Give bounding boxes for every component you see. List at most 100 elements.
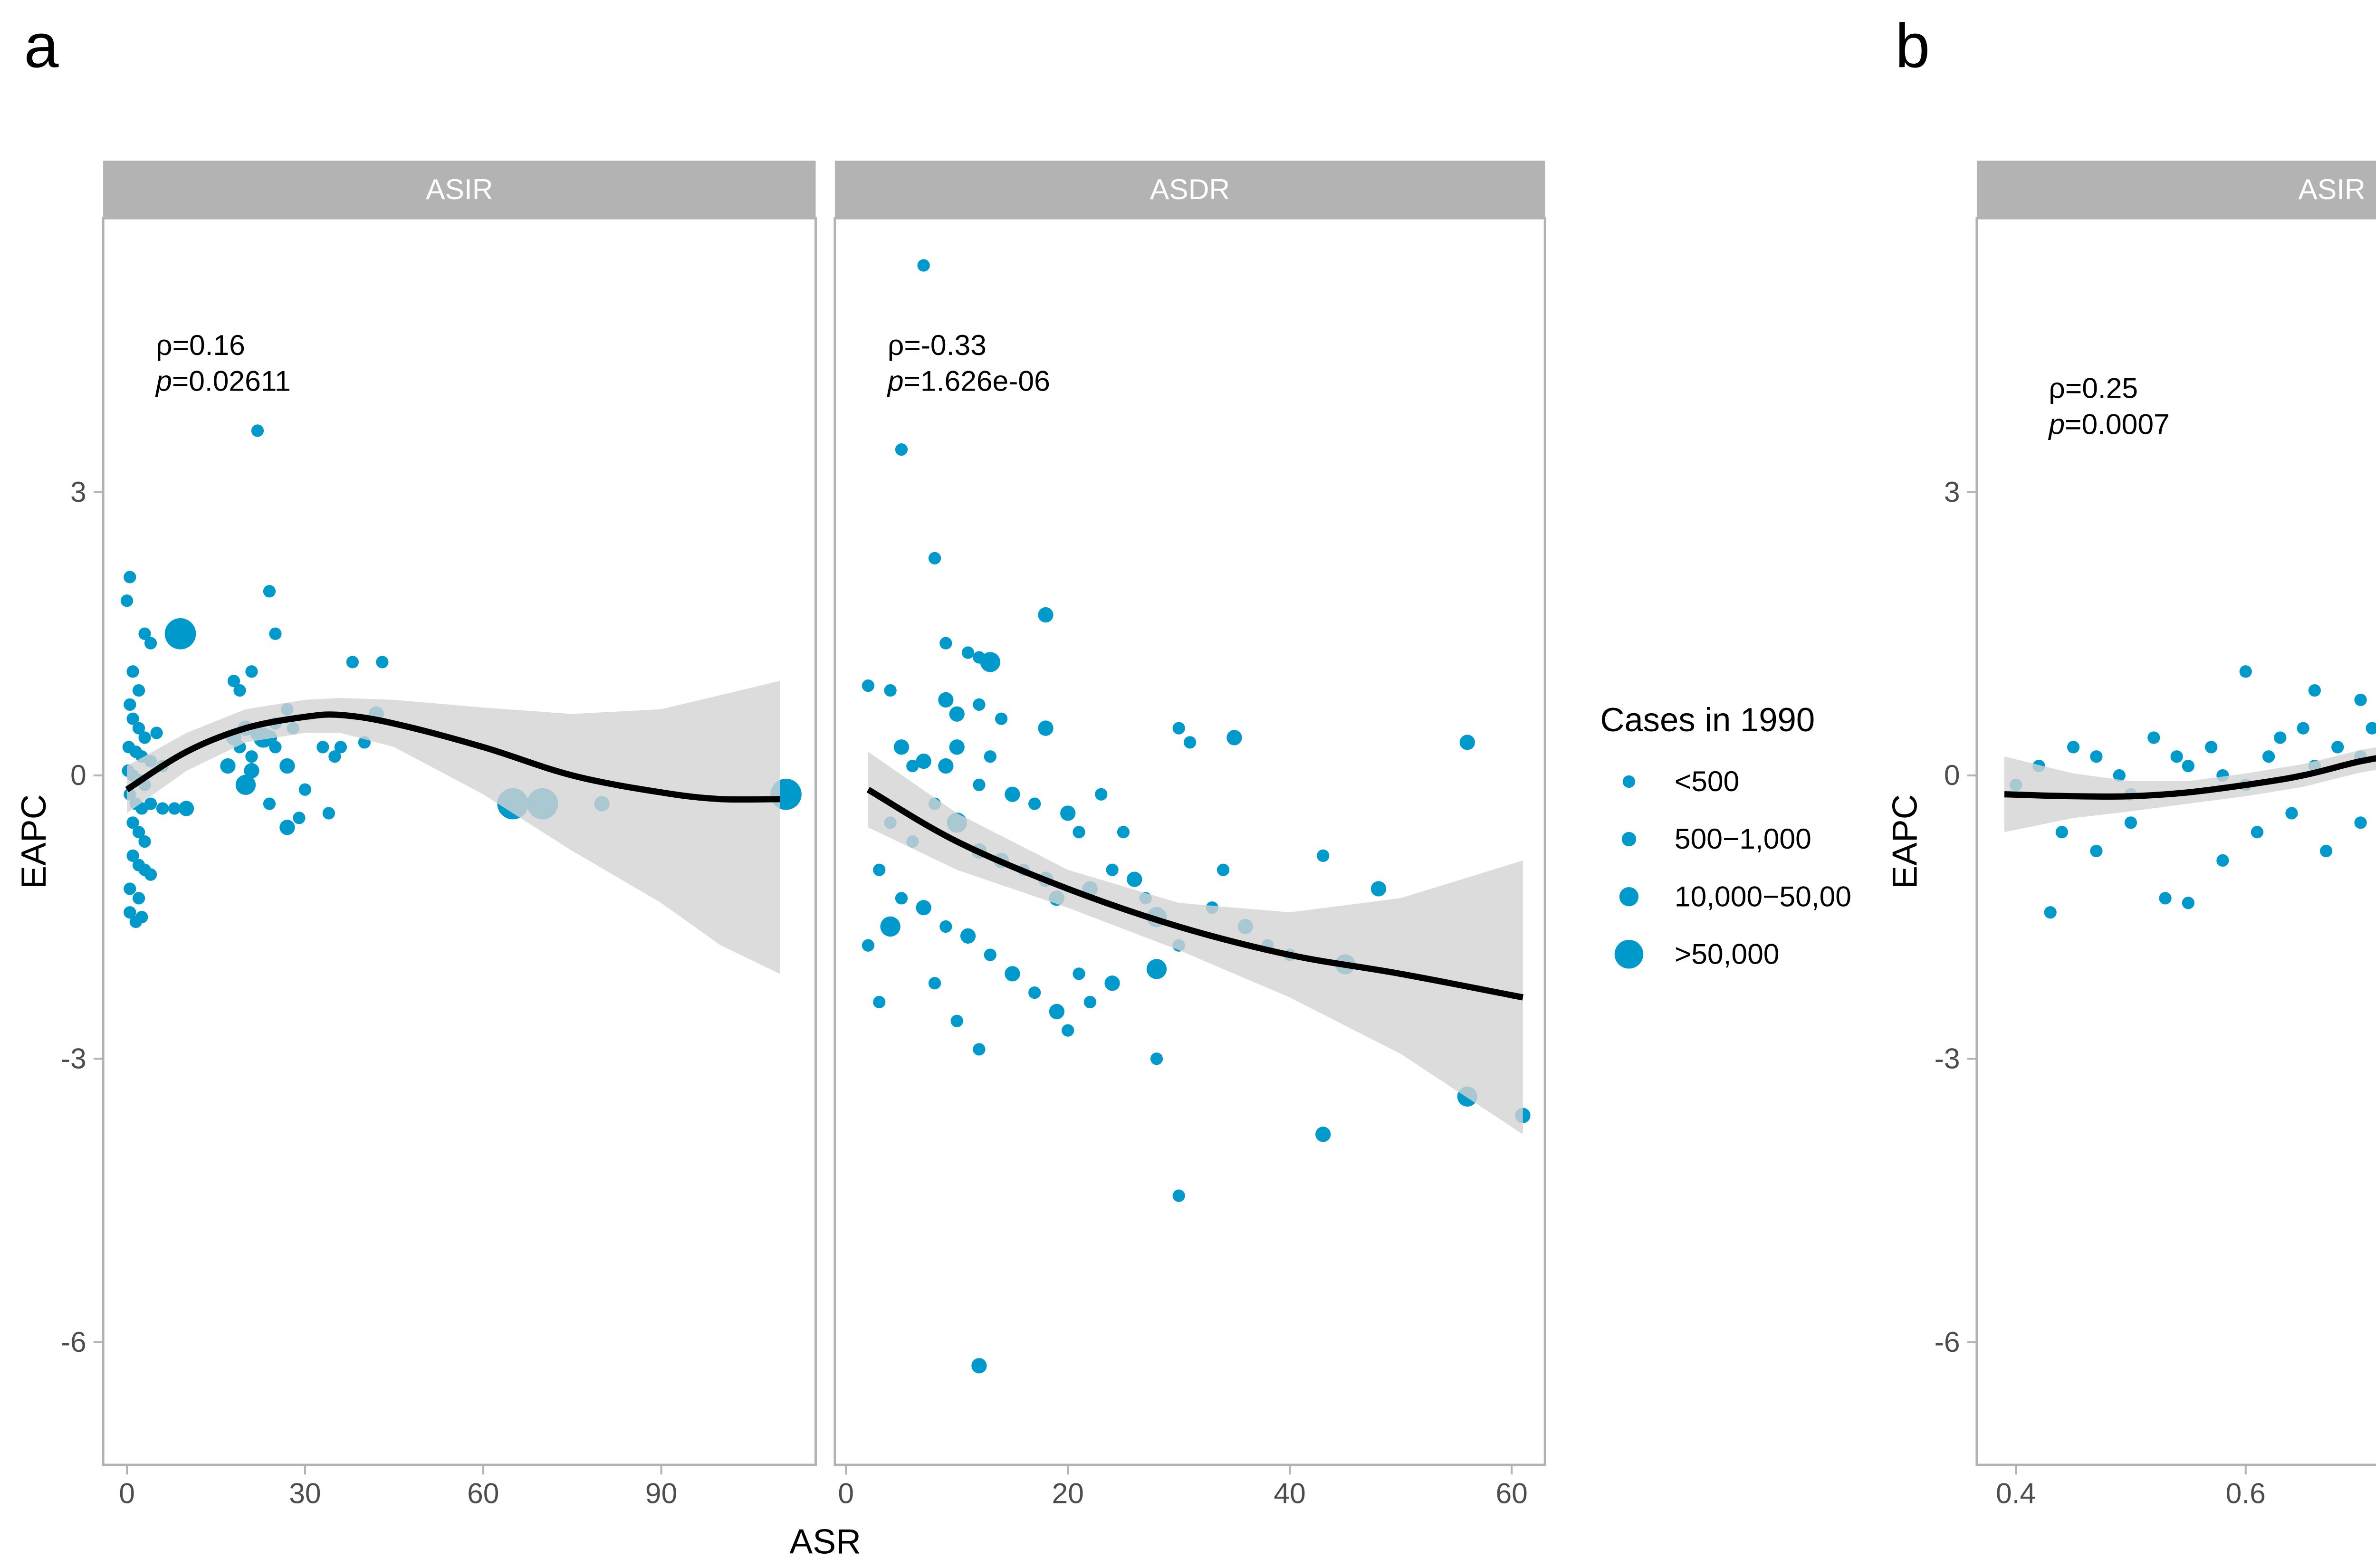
data-point	[245, 750, 258, 763]
facet-strip	[103, 161, 816, 219]
data-point	[873, 995, 886, 1009]
data-point	[961, 646, 975, 659]
data-point	[895, 892, 908, 905]
legend-label-a-3: 10,000−50,00	[1675, 880, 1851, 912]
data-point	[150, 727, 163, 739]
data-point	[2044, 906, 2057, 919]
legend-key-a-4	[1614, 939, 1644, 969]
data-point	[938, 692, 954, 708]
y-tick-label: -6	[1935, 1326, 1960, 1358]
data-point	[1146, 959, 1167, 979]
data-point	[1150, 1052, 1163, 1065]
data-point	[2205, 741, 2218, 754]
data-point	[126, 665, 139, 678]
data-point	[227, 675, 240, 688]
data-point	[245, 665, 258, 678]
data-point	[939, 637, 952, 650]
data-point	[233, 684, 246, 697]
data-point	[322, 807, 335, 820]
x-tick-label: 90	[645, 1477, 677, 1510]
data-point	[1217, 863, 1230, 876]
data-point	[1127, 871, 1142, 887]
data-point	[251, 424, 264, 437]
data-point	[880, 916, 901, 937]
data-point	[124, 882, 136, 895]
data-point	[984, 750, 996, 763]
data-point	[1062, 1024, 1074, 1037]
data-point	[334, 741, 347, 754]
data-point	[1183, 736, 1197, 749]
data-point	[1005, 786, 1020, 802]
data-point	[1083, 995, 1097, 1009]
x-axis-title-a: ASR	[789, 1522, 861, 1561]
data-point	[279, 820, 295, 835]
y-axis-title-a: EAPC	[14, 794, 53, 889]
data-point	[862, 679, 875, 692]
data-point	[984, 948, 996, 961]
legend-a: Cases in 1990 <500 500−1,000 10,000−50,0…	[1600, 701, 1851, 970]
data-point	[928, 552, 941, 564]
legend-label-a-4: >50,000	[1675, 937, 1780, 970]
facet-strip	[834, 161, 1545, 219]
data-point	[316, 741, 329, 754]
y-tick-label: -3	[61, 1042, 86, 1074]
data-point	[2113, 769, 2126, 782]
data-point	[1005, 966, 1020, 982]
x-tick-label: 60	[467, 1477, 499, 1510]
data-point	[2159, 892, 2172, 905]
data-point	[873, 863, 886, 876]
data-point	[2297, 722, 2309, 735]
data-point	[2124, 816, 2137, 829]
data-point	[124, 906, 136, 919]
data-point	[1049, 1004, 1065, 1020]
fit-line	[2004, 755, 2376, 800]
data-point	[2285, 807, 2298, 820]
data-point	[960, 928, 976, 944]
data-point	[2170, 750, 2183, 763]
data-point	[126, 849, 139, 862]
data-point	[1117, 826, 1130, 839]
x-tick-label: 40	[1274, 1477, 1305, 1510]
fit-line	[866, 787, 1523, 1001]
data-point	[2216, 854, 2229, 867]
data-point	[916, 753, 931, 769]
data-point	[298, 783, 312, 796]
data-point	[2182, 897, 2194, 909]
data-point	[893, 739, 910, 755]
data-point	[346, 656, 359, 669]
data-point	[1315, 1127, 1331, 1142]
data-point	[2366, 722, 2376, 735]
data-point	[293, 812, 306, 824]
data-point	[156, 802, 169, 815]
data-point	[132, 892, 145, 905]
data-point	[2251, 826, 2264, 839]
x-tick-label: 0.6	[2226, 1477, 2266, 1510]
data-point	[1095, 788, 1108, 801]
data-point	[980, 652, 1000, 672]
data-point	[949, 739, 965, 755]
confidence-ribbon	[868, 752, 1523, 1135]
legend-label-a-2: 500−1,000	[1675, 822, 1811, 855]
data-point	[1226, 730, 1242, 746]
data-point	[1028, 797, 1041, 810]
data-point	[328, 750, 341, 763]
data-point	[995, 712, 1008, 725]
data-point	[376, 656, 389, 669]
data-point	[1459, 735, 1475, 750]
data-point	[895, 443, 908, 456]
data-point	[973, 1043, 986, 1056]
data-point	[2090, 844, 2103, 858]
data-point	[263, 797, 276, 810]
y-tick-label: 3	[70, 476, 86, 508]
data-point	[220, 758, 236, 774]
data-point	[124, 571, 136, 583]
data-point	[950, 1014, 963, 1027]
x-tick-label: 60	[1495, 1477, 1527, 1510]
data-point	[1317, 849, 1330, 862]
x-tick-label: 0.4	[1996, 1477, 2036, 1510]
y-tick-label: 3	[1944, 476, 1960, 508]
data-point	[2319, 844, 2333, 858]
